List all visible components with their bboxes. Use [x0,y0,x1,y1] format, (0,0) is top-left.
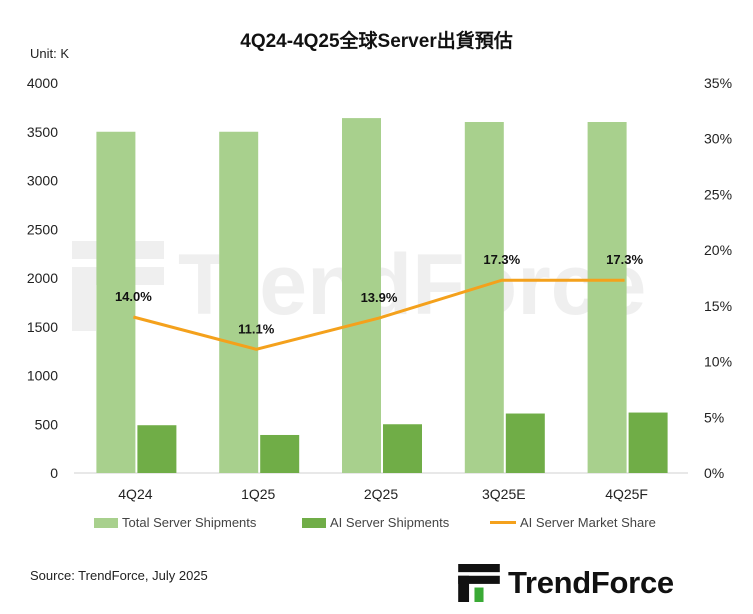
legend-label-ai: AI Server Shipments [330,515,450,530]
legend-label-share: AI Server Market Share [520,515,656,530]
y-right-tick-label: 30% [704,131,732,147]
brand-name: TrendForce [508,565,674,600]
data-label-market-share: 11.1% [238,321,275,336]
legend-item-share: AI Server Market Share [490,515,656,530]
x-tick-label: 1Q25 [241,486,275,502]
bar-ai-shipments [505,413,545,473]
legend-swatch-ai [302,517,326,528]
series-line-ai-market-share [133,278,625,351]
x-tick-label: 3Q25E [482,486,526,502]
y-left-tick-label: 2500 [27,221,58,237]
legend-label-total: Total Server Shipments [122,515,257,530]
x-tick-label: 4Q24 [118,486,152,502]
y-right-tick-label: 20% [704,242,732,258]
y-left-tick-label: 1500 [27,319,58,335]
brand-logo: TrendForce [458,562,674,604]
x-tick-label: 2Q25 [364,486,398,502]
bar-total-shipments [96,131,136,473]
y-left-tick-label: 4000 [27,75,58,91]
y-right-tick-label: 35% [704,75,732,91]
data-label-market-share: 17.3% [483,252,520,267]
y-left-tick-label: 500 [35,416,59,432]
bar-ai-shipments [383,424,422,473]
bar-total-shipments [587,122,627,473]
bar-ai-shipments [137,425,177,473]
bar-total-shipments [464,122,504,473]
y-right-tick-label: 10% [704,354,732,370]
bar-ai-shipments [260,434,300,473]
y-right-tick-label: 25% [704,186,732,202]
data-label-market-share: 17.3% [606,252,643,267]
bar-total-shipments [342,118,381,473]
legend: Total Server Shipments AI Server Shipmen… [0,515,753,535]
bar-ai-shipments [628,412,668,473]
y-left-tick-label: 3500 [27,124,58,140]
unit-label: Unit: K [30,46,70,61]
trendforce-logo-icon [458,564,500,602]
legend-item-ai: AI Server Shipments [302,515,449,530]
y-left-tick-label: 3000 [27,173,58,189]
x-tick-label: 4Q25F [605,486,648,502]
legend-swatch-share [490,521,516,524]
y-right-tick-label: 15% [704,298,732,314]
chart-title: 4Q24-4Q25全球Server出貨預估 [240,31,513,52]
y-right-tick-label: 0% [704,465,724,481]
bar-total-shipments [219,131,259,473]
y-left-tick-label: 1000 [27,368,58,384]
legend-item-total: Total Server Shipments [94,515,256,530]
y-right-tick-label: 5% [704,409,724,425]
y-left-tick-label: 0 [50,465,58,481]
legend-swatch-total [94,517,118,528]
y-left-tick-label: 2000 [27,270,58,286]
data-label-market-share: 14.0% [115,289,152,304]
data-label-market-share: 13.9% [361,290,398,305]
source-note: Source: TrendForce, July 2025 [30,568,208,583]
